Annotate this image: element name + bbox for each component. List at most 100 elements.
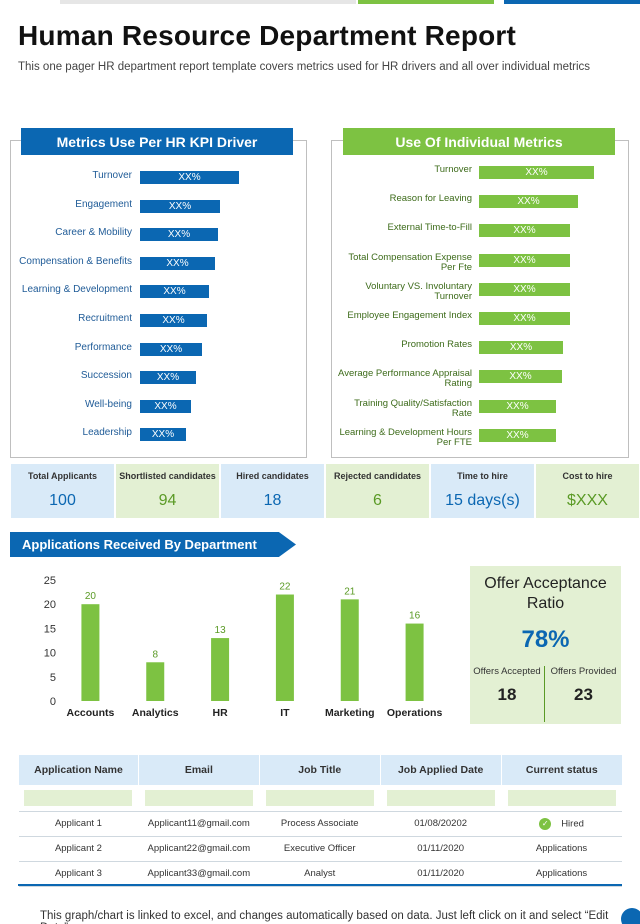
table-cell: Applicant 1 (18, 811, 139, 837)
kpi-bar: XX% (479, 224, 570, 238)
status-text: Hired (561, 818, 584, 830)
stat-tile: Total Applicants 100 (11, 464, 114, 518)
data-label: 16 (409, 611, 421, 622)
page-subtitle: This one pager HR department report temp… (18, 61, 591, 73)
column-header-current-status: Current status (500, 755, 622, 785)
bar-it (275, 594, 294, 701)
stat-label: Time to hire (457, 471, 508, 481)
applications-section-heading: Applications Received By Department (10, 532, 296, 557)
kpi-bar: XX% (140, 314, 207, 327)
column-header-email: Email (137, 755, 260, 785)
x-category-label: HR (212, 707, 228, 719)
kpi-bar: XX% (479, 428, 556, 442)
top-accent-gray (60, 0, 356, 4)
stat-tile: Hired candidates 18 (221, 464, 324, 518)
data-label: 21 (344, 586, 356, 597)
filter-cell (259, 785, 381, 812)
kpi-label: Turnover (434, 164, 472, 175)
filter-placeholder (386, 789, 495, 806)
table-row: Applicant 2 Applicant22@gmail.com Execut… (18, 836, 622, 862)
stat-value: 6 (373, 492, 382, 509)
corner-dot-decoration (621, 908, 640, 924)
filter-placeholder (24, 789, 133, 806)
stat-label: Shortlisted candidates (119, 471, 216, 481)
bar-marketing (340, 599, 359, 701)
kpi-label: Succession (80, 370, 132, 382)
stat-label: Hired candidates (236, 471, 309, 481)
top-accent-blue (504, 0, 640, 4)
kpi-bar: XX% (479, 166, 594, 179)
table-cell: Executive Officer (259, 836, 381, 862)
applications-bar-chart: 0 5 10 15 20 25 20 Accounts 8 Analytics 13 HR 22 IT 21… (44, 575, 443, 719)
stat-value: 18 (263, 492, 282, 509)
table-cell: ✓ Hired (501, 811, 622, 837)
filter-placeholder (507, 789, 616, 806)
stat-value: 94 (158, 492, 177, 509)
offers-accepted: Offers Accepted 18 (470, 666, 545, 722)
data-label: 13 (215, 625, 227, 636)
y-tick-label: 10 (44, 648, 56, 660)
y-tick-label: 0 (50, 696, 56, 708)
kpi-bar: XX% (140, 228, 218, 242)
x-category-label: IT (280, 707, 290, 719)
offers-accepted-value: 18 (497, 685, 517, 704)
kpi-bar: XX% (140, 371, 196, 385)
kpi-label: Voluntary VS. Involuntary Turnover (365, 280, 472, 302)
kpi-label: Well-being (84, 398, 132, 410)
table-cell: Applicant 2 (18, 836, 139, 862)
kpi-bar: XX% (140, 342, 202, 356)
kpi-label: External Time-to-Fill (387, 222, 472, 234)
kpi-label: Total Compensation Expense Per Fte (348, 251, 472, 273)
kpi-bar: XX% (140, 199, 220, 213)
kpi-label: Promotion Rates (401, 339, 472, 351)
bar-accounts (81, 604, 100, 701)
kpi-bar: XX% (140, 256, 215, 270)
table-cell: Analyst (259, 861, 381, 887)
stat-tile: Time to hire 15 days(s) (431, 464, 534, 518)
column-header-job-applied-date: Job Applied Date (379, 755, 502, 785)
kpi-bar: XX% (479, 341, 563, 355)
kpi-label: Recruitment (78, 313, 132, 324)
table-bottom-rule (18, 884, 622, 886)
x-category-label: Analytics (132, 707, 179, 719)
data-label: 22 (279, 582, 291, 593)
stat-tile: Cost to hire $XXX (536, 464, 639, 518)
kpi-bar: XX% (479, 399, 556, 413)
kpi-label: Reason for Leaving (389, 193, 472, 205)
individual-metrics-heading: Use Of Individual Metrics (343, 128, 615, 155)
stat-value: 100 (49, 492, 76, 509)
checkmark-icon: ✓ (539, 817, 552, 830)
y-tick-label: 15 (44, 623, 56, 635)
kpi-label: Career & Mobility (55, 227, 132, 239)
filter-placeholder (265, 789, 374, 806)
table-row: Applicant 3 Applicant33@gmail.com Analys… (18, 861, 622, 887)
kpi-label: Learning & Development (21, 284, 132, 296)
y-tick-label: 5 (50, 672, 56, 684)
stat-label: Rejected candidates (333, 471, 422, 481)
offer-acceptance-card: Offer Acceptance Ratio 78% Offers Accept… (470, 566, 621, 724)
filter-cell (501, 785, 622, 812)
table-cell: Applicant33@gmail.com (138, 861, 260, 887)
applicants-table: Application Name Email Job Title Job App… (18, 755, 622, 887)
data-label: 20 (85, 591, 97, 602)
kpi-bar: XX% (140, 285, 209, 299)
hr-kpi-driver-heading: Metrics Use Per HR KPI Driver (21, 128, 293, 155)
top-accent-green (358, 0, 494, 4)
kpi-bar: XX% (479, 370, 562, 384)
x-category-label: Marketing (325, 707, 375, 719)
kpi-label: Leadership (82, 427, 132, 439)
stat-value: $XXX (567, 492, 608, 509)
column-header-application-name: Application Name (18, 755, 139, 785)
kpi-label: Learning & Development Hours Per FTE (339, 426, 472, 448)
footnote: This graph/chart is linked to excel, and… (40, 910, 609, 924)
page-title: Human Resource Department Report (18, 20, 517, 51)
stat-tile: Rejected candidates 6 (326, 464, 429, 518)
kpi-label: Performance (74, 341, 132, 353)
table-cell: 01/11/2020 (380, 836, 502, 862)
kpi-label: Compensation & Benefits (19, 255, 132, 267)
offers-provided-value: 23 (574, 685, 593, 704)
column-header-job-title: Job Title (258, 755, 381, 785)
offer-acceptance-title: Offer Acceptance Ratio (484, 575, 607, 612)
table-header-row: Application Name Email Job Title Job App… (18, 755, 622, 785)
kpi-label: Average Performance Appraisal Rating (338, 368, 472, 390)
